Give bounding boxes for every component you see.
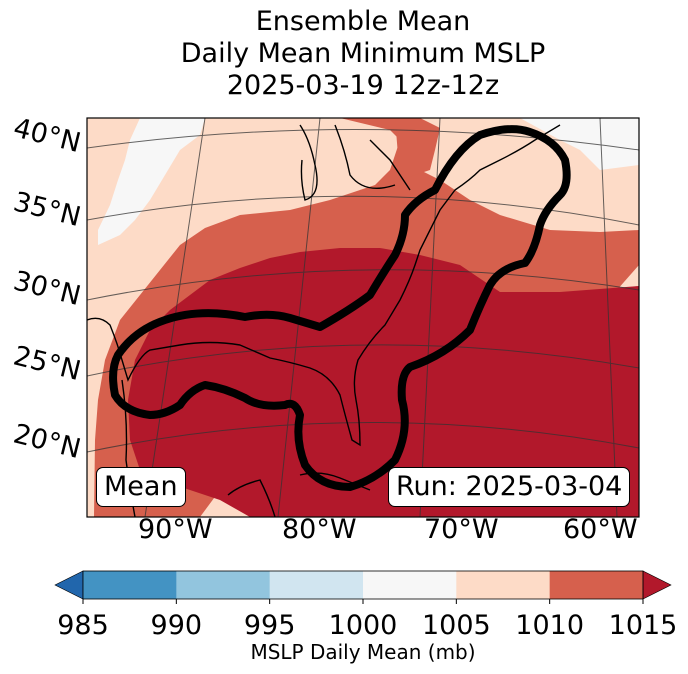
contour-line bbox=[109, 125, 571, 491]
graticule bbox=[87, 118, 639, 517]
lon-tick-label: 60°W bbox=[563, 514, 638, 545]
colorbar-tick-label: 990 bbox=[150, 610, 203, 641]
colorbar-segment bbox=[83, 571, 177, 599]
colorbar-segment bbox=[269, 571, 364, 599]
lon-tick-label: 90°W bbox=[138, 514, 213, 545]
chart-title-line-2: Daily Mean Minimum MSLP bbox=[180, 38, 546, 69]
lon-tick-label: 70°W bbox=[424, 514, 499, 545]
colorbar-extend-under bbox=[54, 570, 84, 600]
colorbar-tick-label: 1005 bbox=[421, 610, 491, 641]
run-date-box: Run: 2025-03-04 bbox=[388, 467, 631, 507]
coastlines bbox=[87, 124, 561, 517]
colorbar-tick-label: 1010 bbox=[515, 610, 585, 641]
lon-tick-label: 80°W bbox=[282, 514, 357, 545]
colorbar-tick-label: 995 bbox=[243, 610, 296, 641]
colorbar-tick-label: 985 bbox=[57, 610, 109, 641]
colorbar-label: MSLP Daily Mean (mb) bbox=[250, 640, 476, 664]
colorbar-segment bbox=[176, 571, 271, 599]
chart-title-line-3: 2025-03-19 12z-12z bbox=[226, 70, 500, 101]
colorbar-segment bbox=[363, 571, 457, 599]
colorbar-tick-label: 1015 bbox=[608, 610, 678, 641]
colorbar-extend-over bbox=[642, 570, 672, 600]
chart-title-line-1: Ensemble Mean bbox=[255, 6, 471, 37]
colorbar-tick-label: 1000 bbox=[328, 610, 398, 641]
colorbar-segment bbox=[456, 571, 551, 599]
region-1010-1015 bbox=[395, 118, 440, 180]
map-frame bbox=[86, 117, 640, 518]
mean-label-box: Mean bbox=[96, 467, 186, 507]
colorbar-segment bbox=[549, 571, 644, 599]
